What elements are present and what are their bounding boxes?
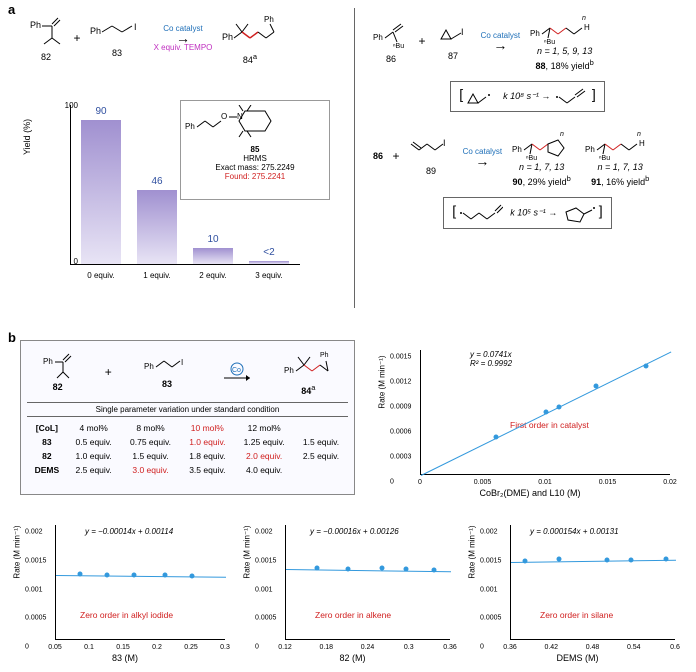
- bar: 900 equiv.: [81, 120, 121, 264]
- svg-text:Ph: Ph: [512, 145, 522, 154]
- rxn1: PhⁿBu86 + I87 Co catalyst→ PhⁿBuHn n = 1…: [370, 10, 685, 71]
- svg-text:Co: Co: [232, 367, 241, 374]
- svg-text:ⁿBu: ⁿBu: [544, 39, 555, 44]
- reagent-83: Ph I 83: [90, 18, 144, 58]
- product-84: Ph Ph 84a: [222, 10, 278, 65]
- mech2-box: [ k 10⁵ s⁻¹ → ]: [370, 193, 685, 233]
- reagent-82: Ph 82: [28, 14, 64, 62]
- svg-text:Ph: Ph: [30, 20, 41, 30]
- svg-text:I: I: [181, 358, 183, 367]
- svg-text:Ph: Ph: [144, 362, 154, 371]
- panel-b: b Ph82 + PhI83 Co PhPh84a Single paramet…: [0, 330, 696, 672]
- hrms-exact: Exact mass: 275.2249: [185, 163, 325, 172]
- svg-text:I: I: [443, 138, 446, 148]
- product-84-id: 84a: [222, 52, 278, 65]
- svg-text:n: n: [560, 131, 564, 138]
- bar: 461 equiv.: [137, 190, 177, 264]
- svg-text:n: n: [582, 15, 586, 22]
- scheme-a-right: PhⁿBu86 + I87 Co catalyst→ PhⁿBuHn n = 1…: [370, 10, 685, 233]
- scatter-silane: y = 0.000154x + 0.00131 Zero order in si…: [470, 515, 685, 665]
- table-body: [CoL]4 mol%8 mol%10 mol%12 mol%830.5 equ…: [27, 421, 348, 477]
- reagent-82-id: 82: [28, 52, 64, 62]
- plus-icon: +: [74, 31, 81, 45]
- plot-silane: [510, 525, 675, 640]
- svg-text:n: n: [637, 131, 641, 138]
- reaction-arrow-a-left: Co catalyst → X equiv. TEMPO: [154, 24, 213, 52]
- svg-text:I: I: [134, 22, 137, 32]
- svg-text:ⁿBu: ⁿBu: [393, 43, 404, 50]
- scatter-catalyst: y = 0.0741xR² = 0.9992 First order in ca…: [380, 340, 680, 500]
- hrms-method: HRMS: [185, 154, 325, 163]
- kinetics-table: Ph82 + PhI83 Co PhPh84a Single parameter…: [20, 340, 355, 495]
- reagent-83-id: 83: [90, 48, 144, 58]
- svg-text:Ph: Ph: [320, 352, 329, 359]
- table-header: Single parameter variation under standar…: [27, 402, 348, 417]
- svg-text:I: I: [461, 27, 464, 37]
- bar: <23 equiv.: [249, 261, 289, 264]
- bar-y-label: Yield (%): [22, 119, 32, 155]
- hrms-inset: PhON 85 HRMS Exact mass: 275.2249 Found:…: [180, 100, 330, 200]
- svg-text:Ph: Ph: [284, 366, 294, 375]
- svg-text:ⁿBu: ⁿBu: [599, 155, 610, 160]
- svg-text:Ph: Ph: [185, 122, 195, 131]
- svg-text:H: H: [584, 23, 590, 32]
- svg-text:Ph: Ph: [90, 26, 101, 36]
- svg-text:O: O: [221, 112, 227, 121]
- mech1-box: [ k 10⁸ s⁻¹ → ]: [370, 77, 685, 116]
- rxn2: 86 + I89 Co catalyst→ PhⁿBun n = 1, 7, 1…: [370, 126, 685, 187]
- scatter-iodide: y = −0.00014x + 0.00114 Zero order in al…: [15, 515, 235, 665]
- svg-text:Ph: Ph: [43, 357, 53, 366]
- svg-text:Ph: Ph: [222, 32, 233, 42]
- plot-catalyst: [420, 350, 670, 475]
- svg-text:ⁿBu: ⁿBu: [526, 155, 537, 160]
- hrms-compound-id: 85: [185, 145, 325, 154]
- svg-text:Ph: Ph: [585, 145, 595, 154]
- arrow-bottom-tempo: X equiv. TEMPO: [154, 43, 213, 52]
- scatter-alkene: y = −0.00016x + 0.00126 Zero order in al…: [245, 515, 460, 665]
- scheme-a-left: Ph 82 + Ph I 83 Co catalyst → X equiv. TE…: [25, 10, 345, 85]
- panel-a-divider: [354, 8, 355, 308]
- svg-text:Ph: Ph: [264, 15, 274, 24]
- panel-b-label: b: [8, 330, 16, 345]
- panel-a-label: a: [8, 2, 15, 17]
- hrms-found: Found: 275.2241: [185, 172, 325, 181]
- svg-text:H: H: [639, 139, 645, 148]
- bar: 102 equiv.: [193, 248, 233, 264]
- svg-text:Ph: Ph: [373, 33, 383, 42]
- plot-alkene: [285, 525, 450, 640]
- panel-a: a Ph 82 + Ph I 83 Co catalyst → X equiv. …: [0, 0, 696, 330]
- table-scheme: Ph82 + PhI83 Co PhPh84a: [27, 347, 348, 396]
- plot-iodide: [55, 525, 225, 640]
- svg-text:Ph: Ph: [530, 29, 540, 38]
